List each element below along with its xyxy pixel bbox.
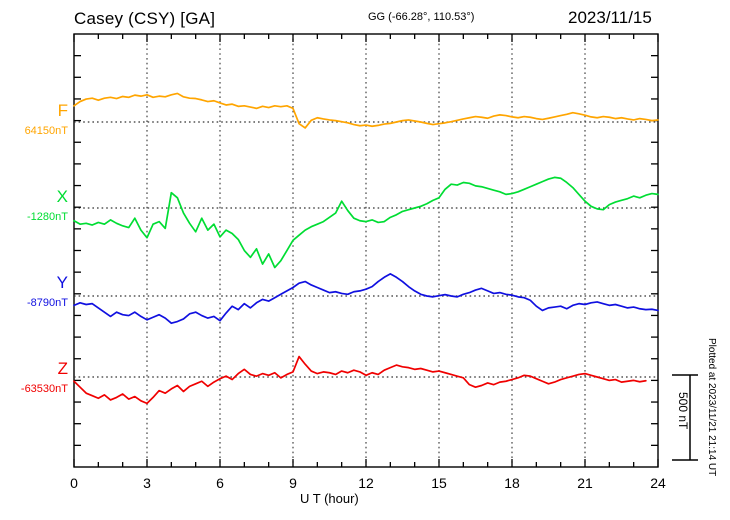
grid-lines — [146, 34, 586, 467]
component-label-f: F — [57, 101, 68, 120]
x-tick-label: 21 — [577, 475, 593, 491]
scale-bar — [672, 374, 698, 461]
geographic-coordinates: GG (-66.28°, 110.53°) — [368, 11, 475, 23]
x-tick-label: 3 — [143, 475, 151, 491]
x-tick-label: 0 — [70, 475, 78, 491]
plotted-timestamp: Plotted at 2023/11/21 21:14 UT — [706, 338, 717, 477]
x-tick-labels: 0 3 6 9 12 15 18 21 24 — [70, 475, 666, 491]
axis-ticks — [73, 34, 659, 467]
component-baseline-f: 64150nT — [24, 125, 68, 137]
baseline-lines — [74, 121, 658, 378]
x-tick-label: 9 — [289, 475, 297, 491]
observation-date: 2023/11/15 — [568, 8, 652, 27]
component-baseline-z: -63530nT — [20, 383, 68, 395]
component-label-x: X — [56, 187, 68, 206]
component-baseline-y: -8790nT — [27, 297, 68, 309]
component-baseline-x: -1280nT — [27, 211, 68, 223]
component-label-y: Y — [56, 273, 68, 292]
component-label-z: Z — [57, 359, 68, 378]
data-traces — [73, 92, 659, 405]
x-tick-label: 6 — [216, 475, 224, 491]
scale-bar-label: 500 nT — [676, 392, 690, 430]
x-tick-label: 12 — [358, 475, 374, 491]
x-tick-label: 15 — [431, 475, 447, 491]
x-tick-label: 18 — [504, 475, 520, 491]
page-title: Casey (CSY) [GA] — [74, 9, 216, 28]
x-axis-title: U T (hour) — [300, 491, 359, 506]
x-tick-label: 24 — [650, 475, 666, 491]
